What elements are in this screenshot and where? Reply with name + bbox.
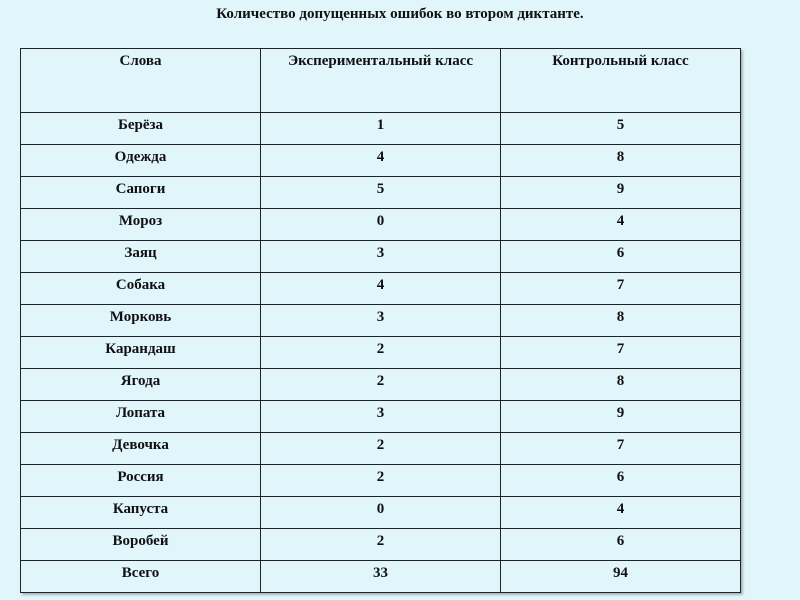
table-cell: Морковь [20,304,261,337]
table-cell: 8 [500,368,741,401]
table-cell: Лопата [20,400,261,433]
table-cell: Сапоги [20,176,261,209]
table-row: Заяц 3 6 [20,240,741,273]
table-cell: Россия [20,464,261,497]
table-cell: 8 [500,144,741,177]
table-cell: 8 [500,304,741,337]
table-row: Одежда 4 8 [20,144,741,177]
table-row: Ягода 2 8 [20,368,741,401]
table-cell: 0 [260,496,501,529]
table-row: Собака 4 7 [20,272,741,305]
table-row: Карандаш 2 7 [20,336,741,369]
table-cell: 9 [500,400,741,433]
table-row: Мороз 0 4 [20,208,741,241]
table-cell: Капуста [20,496,261,529]
table-cell: 7 [500,432,741,465]
table-cell: 2 [260,464,501,497]
table-cell: 2 [260,528,501,561]
table-body: Слова Экспериментальный класс Контрольный … [20,48,741,593]
table-cell: 94 [500,560,741,593]
table-row: Морковь 3 8 [20,304,741,337]
table-row: Девочка 2 7 [20,432,741,465]
table-cell: 6 [500,528,741,561]
table-cell: 0 [260,208,501,241]
table-cell: 3 [260,240,501,273]
table-row: Россия 2 6 [20,464,741,497]
table-cell: Воробей [20,528,261,561]
table-cell: 3 [260,400,501,433]
table-cell: Собака [20,272,261,305]
table-cell: 6 [500,464,741,497]
table-cell: Заяц [20,240,261,273]
table-cell: 9 [500,176,741,209]
table-cell: Девочка [20,432,261,465]
data-table: Слова Экспериментальный класс Контрольный … [20,48,741,593]
table-cell: 3 [260,304,501,337]
title: Количество допущенных ошибок во втором д… [216,6,584,22]
table-row: Сапоги 5 9 [20,176,741,209]
table-row: Лопата 3 9 [20,400,741,433]
header-row: Слова Экспериментальный класс Контрольный … [20,48,741,113]
header-cell: Контрольный класс [500,48,741,113]
table-cell: 4 [500,208,741,241]
table-cell: Всего [20,560,261,593]
table-cell: 4 [260,144,501,177]
table-row: Всего 33 94 [20,560,741,593]
table-cell: 2 [260,336,501,369]
table-cell: 2 [260,368,501,401]
table-row: Берёза 1 5 [20,112,741,145]
table-cell: 2 [260,432,501,465]
table-cell: Одежда [20,144,261,177]
header-cell: Слова [20,48,261,113]
table-row: Капуста 0 4 [20,496,741,529]
table-cell: 7 [500,336,741,369]
table-cell: Карандаш [20,336,261,369]
table-row: Воробей 2 6 [20,528,741,561]
table-cell: Берёза [20,112,261,145]
table-cell: Ягода [20,368,261,401]
table-cell: Мороз [20,208,261,241]
table-cell: 33 [260,560,501,593]
header-cell: Экспериментальный класс [260,48,501,113]
table-cell: 6 [500,240,741,273]
table-cell: 4 [500,496,741,529]
table-cell: 1 [260,112,501,145]
table-cell: 7 [500,272,741,305]
table-cell: 4 [260,272,501,305]
table-cell: 5 [260,176,501,209]
table-cell: 5 [500,112,741,145]
